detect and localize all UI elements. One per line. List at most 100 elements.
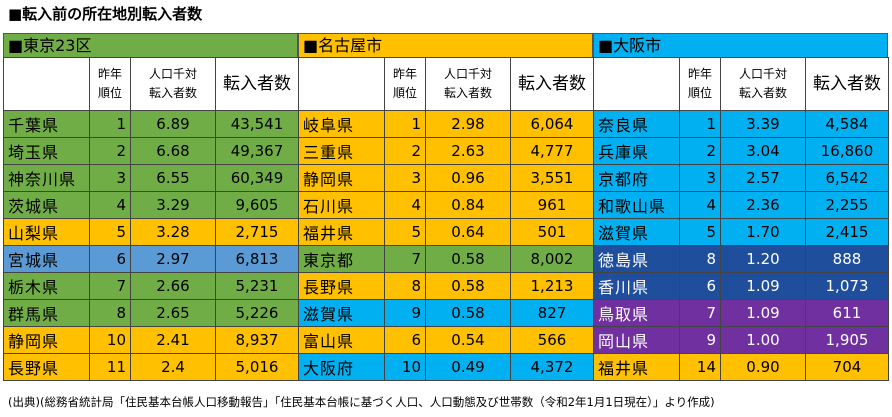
cell-count: 961 [510, 191, 594, 219]
cell-count: 566 [510, 326, 594, 354]
cell-count: 3,551 [510, 164, 594, 192]
cell-count: 8,937 [215, 326, 299, 354]
table-row: 岐阜県 1 2.98 6,064 [298, 110, 594, 138]
table-row: 石川県 4 0.84 961 [298, 191, 594, 219]
table-row: 兵庫県 2 3.04 16,860 [593, 137, 889, 165]
cell-rate: 1.20 [720, 245, 806, 273]
cell-count: 1,905 [805, 326, 889, 354]
cell-count: 611 [805, 299, 889, 327]
cell-rank: 4 [384, 191, 426, 219]
cell-rate: 3.29 [130, 191, 216, 219]
cell-rate: 3.39 [720, 110, 806, 138]
col-header-rate: 人口千対 転入者数 [720, 57, 806, 111]
cell-rank: 7 [89, 272, 131, 300]
cell-prefecture: 富山県 [298, 326, 385, 354]
cell-rate: 6.55 [130, 164, 216, 192]
panel-title: ■東京23区 [3, 33, 298, 57]
cell-rank: 7 [679, 299, 721, 327]
cell-prefecture: 埼玉県 [3, 137, 90, 165]
cell-rank: 9 [384, 299, 426, 327]
cell-prefecture: 大阪府 [298, 353, 385, 381]
cell-prefecture: 静岡県 [3, 326, 90, 354]
cell-rate: 0.58 [425, 245, 511, 273]
data-table: 昨年 順位 人口千対 転入者数 転入者数 千葉県 1 6.89 43,541 埼玉県 2 6.6… [3, 57, 299, 381]
page-title: ■転入前の所在地別転入者数 [8, 5, 203, 23]
cell-prefecture: 兵庫県 [593, 137, 680, 165]
cell-rate: 2.97 [130, 245, 216, 273]
cell-prefecture: 京都府 [593, 164, 680, 192]
cell-rate: 3.28 [130, 218, 216, 246]
cell-count: 16,860 [805, 137, 889, 165]
cell-prefecture: 千葉県 [3, 110, 90, 138]
cell-rank: 1 [384, 110, 426, 138]
cell-count: 2,715 [215, 218, 299, 246]
cell-count: 2,255 [805, 191, 889, 219]
table-row: 埼玉県 2 6.68 49,367 [3, 137, 299, 165]
col-header-pref [593, 57, 680, 111]
table-row: 香川県 6 1.09 1,073 [593, 272, 889, 300]
source-note: (出典)(総務省統計局「住民基本台帳人口移動報告」「住民基本台帳に基づく人口、人… [8, 395, 715, 409]
cell-rate: 0.90 [720, 353, 806, 381]
cell-rank: 7 [384, 245, 426, 273]
panel-osaka: ■大阪市 昨年 順位 人口千対 転入者数 転入者数 奈良県 1 3.39 4,584 兵庫県… [593, 33, 889, 381]
cell-rank: 10 [89, 326, 131, 354]
cell-rank: 6 [89, 245, 131, 273]
cell-rank: 6 [384, 326, 426, 354]
cell-rank: 3 [679, 164, 721, 192]
cell-rank: 3 [384, 164, 426, 192]
cell-prefecture: 山梨県 [3, 218, 90, 246]
table-row: 奈良県 1 3.39 4,584 [593, 110, 889, 138]
cell-count: 5,226 [215, 299, 299, 327]
table-row: 栃木県 7 2.66 5,231 [3, 272, 299, 300]
cell-prefecture: 徳島県 [593, 245, 680, 273]
cell-rate: 1.70 [720, 218, 806, 246]
col-header-rate: 人口千対 転入者数 [425, 57, 511, 111]
cell-rate: 0.58 [425, 272, 511, 300]
table-row: 宮城県 6 2.97 6,813 [3, 245, 299, 273]
cell-rank: 8 [679, 245, 721, 273]
cell-count: 1,073 [805, 272, 889, 300]
cell-rate: 2.36 [720, 191, 806, 219]
col-header-rate: 人口千対 転入者数 [130, 57, 216, 111]
cell-prefecture: 奈良県 [593, 110, 680, 138]
cell-rank: 10 [384, 353, 426, 381]
cell-rate: 1.09 [720, 299, 806, 327]
cell-prefecture: 長野県 [3, 353, 90, 381]
cell-rate: 1.00 [720, 326, 806, 354]
cell-rate: 1.09 [720, 272, 806, 300]
cell-prefecture: 滋賀県 [298, 299, 385, 327]
cell-count: 6,542 [805, 164, 889, 192]
cell-prefecture: 香川県 [593, 272, 680, 300]
col-header-rank: 昨年 順位 [679, 57, 721, 111]
panel-nagoya: ■名古屋市 昨年 順位 人口千対 転入者数 転入者数 岐阜県 1 2.98 6,064 三重… [298, 33, 594, 381]
cell-count: 2,415 [805, 218, 889, 246]
panel-title: ■大阪市 [593, 33, 888, 57]
panel-tokyo23: ■東京23区 昨年 順位 人口千対 転入者数 転入者数 千葉県 1 6.89 43,541… [3, 33, 299, 381]
cell-count: 827 [510, 299, 594, 327]
table-row: 静岡県 3 0.96 3,551 [298, 164, 594, 192]
cell-rate: 2.63 [425, 137, 511, 165]
cell-rank: 5 [679, 218, 721, 246]
cell-prefecture: 静岡県 [298, 164, 385, 192]
cell-rate: 0.96 [425, 164, 511, 192]
cell-rank: 3 [89, 164, 131, 192]
cell-prefecture: 宮城県 [3, 245, 90, 273]
table-row: 徳島県 8 1.20 888 [593, 245, 889, 273]
cell-prefecture: 岐阜県 [298, 110, 385, 138]
table-row: 静岡県 10 2.41 8,937 [3, 326, 299, 354]
table-row: 群馬県 8 2.65 5,226 [3, 299, 299, 327]
table-row: 岡山県 9 1.00 1,905 [593, 326, 889, 354]
cell-prefecture: 滋賀県 [593, 218, 680, 246]
cell-rate: 0.64 [425, 218, 511, 246]
cell-count: 60,349 [215, 164, 299, 192]
table-row: 富山県 6 0.54 566 [298, 326, 594, 354]
col-header-pref [298, 57, 385, 111]
cell-count: 6,064 [510, 110, 594, 138]
cell-rank: 1 [679, 110, 721, 138]
cell-count: 5,231 [215, 272, 299, 300]
cell-prefecture: 群馬県 [3, 299, 90, 327]
cell-count: 6,813 [215, 245, 299, 273]
table-row: 福井県 14 0.90 704 [593, 353, 889, 381]
cell-prefecture: 茨城県 [3, 191, 90, 219]
table-row: 東京都 7 0.58 8,002 [298, 245, 594, 273]
